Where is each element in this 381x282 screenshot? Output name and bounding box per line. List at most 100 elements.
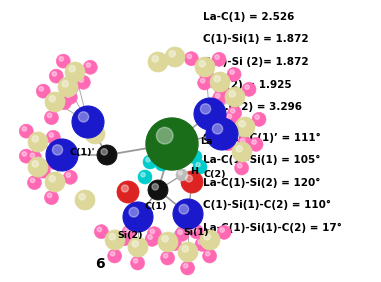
Circle shape (165, 47, 185, 67)
Text: La...C(2) = 3.296: La...C(2) = 3.296 (203, 102, 302, 112)
Circle shape (238, 136, 251, 150)
Text: La: La (200, 138, 212, 147)
Circle shape (231, 109, 235, 113)
Circle shape (189, 225, 203, 239)
Circle shape (195, 57, 215, 77)
Circle shape (27, 176, 42, 190)
Circle shape (210, 72, 230, 92)
Circle shape (173, 199, 203, 229)
Circle shape (178, 242, 198, 262)
Circle shape (245, 85, 249, 89)
Text: C(1)-Si (2)= 1.872: C(1)-Si (2)= 1.872 (203, 57, 309, 67)
Circle shape (239, 121, 245, 127)
Circle shape (152, 56, 158, 62)
Circle shape (198, 240, 202, 244)
Text: Si(2): Si(2) (117, 231, 143, 240)
Text: C(1): C(1) (145, 202, 167, 211)
Text: La-C(1)-Si(1)-C(2) = 17°: La-C(1)-Si(1)-C(2) = 17° (203, 222, 342, 233)
Circle shape (52, 72, 56, 76)
Text: H: H (190, 166, 198, 175)
Circle shape (129, 207, 139, 217)
Circle shape (32, 136, 38, 142)
Circle shape (213, 91, 227, 105)
Circle shape (19, 124, 33, 138)
Circle shape (128, 237, 148, 257)
Circle shape (158, 160, 162, 164)
Text: C(2): C(2) (204, 169, 227, 179)
Circle shape (175, 227, 189, 241)
Text: 6: 6 (95, 257, 105, 271)
Circle shape (179, 204, 189, 214)
Circle shape (249, 137, 263, 151)
Circle shape (46, 155, 60, 169)
Circle shape (150, 229, 155, 234)
Circle shape (232, 142, 252, 162)
Circle shape (78, 112, 89, 122)
Circle shape (147, 227, 161, 241)
Circle shape (193, 160, 207, 174)
Circle shape (86, 63, 91, 67)
Circle shape (22, 127, 27, 131)
Circle shape (123, 202, 153, 232)
Circle shape (169, 50, 175, 57)
Circle shape (188, 150, 202, 164)
Circle shape (235, 161, 249, 175)
Circle shape (58, 96, 72, 110)
Circle shape (28, 132, 48, 152)
Circle shape (49, 96, 55, 102)
Circle shape (230, 70, 234, 74)
Circle shape (170, 239, 174, 244)
Circle shape (30, 178, 35, 183)
Circle shape (220, 228, 224, 232)
Circle shape (143, 155, 157, 169)
Circle shape (58, 77, 78, 97)
Circle shape (120, 234, 125, 239)
Text: Si(1): Si(1) (183, 228, 209, 237)
Circle shape (199, 67, 213, 81)
Circle shape (49, 133, 54, 137)
Circle shape (255, 115, 259, 119)
Circle shape (171, 145, 185, 159)
Circle shape (148, 180, 168, 200)
Circle shape (30, 153, 35, 158)
Circle shape (105, 230, 125, 250)
Circle shape (240, 138, 245, 143)
Circle shape (85, 124, 105, 144)
Circle shape (166, 155, 170, 160)
Circle shape (76, 75, 90, 89)
Circle shape (148, 235, 152, 239)
Circle shape (101, 149, 107, 155)
Circle shape (69, 66, 75, 72)
Circle shape (229, 91, 235, 97)
Text: La-C(1) = 2.526: La-C(1) = 2.526 (203, 12, 295, 22)
Circle shape (196, 162, 200, 167)
Text: C(1)-La-C(1)’ = 111°: C(1)-La-C(1)’ = 111° (203, 133, 321, 142)
Circle shape (62, 81, 69, 87)
Circle shape (47, 193, 52, 198)
Circle shape (39, 87, 43, 91)
Circle shape (181, 261, 195, 275)
Circle shape (75, 190, 95, 210)
Circle shape (125, 228, 129, 232)
Text: C(1)-Si(1)-C(2) = 110°: C(1)-Si(1)-C(2) = 110° (203, 200, 331, 210)
Circle shape (156, 127, 173, 144)
Circle shape (252, 140, 256, 144)
Circle shape (133, 259, 138, 263)
Text: C(1)-Si(1) = 1.872: C(1)-Si(1) = 1.872 (203, 34, 309, 45)
Circle shape (176, 169, 188, 181)
Circle shape (181, 171, 203, 193)
Circle shape (72, 106, 104, 138)
Circle shape (46, 130, 60, 144)
Circle shape (79, 78, 83, 82)
Circle shape (199, 61, 205, 67)
Circle shape (146, 158, 150, 162)
Circle shape (194, 98, 226, 130)
Circle shape (47, 113, 52, 118)
Circle shape (167, 237, 181, 251)
Circle shape (89, 127, 95, 134)
Circle shape (152, 184, 158, 190)
Circle shape (122, 225, 136, 239)
Circle shape (63, 90, 77, 104)
Circle shape (122, 185, 128, 192)
Text: La-C(1)-Si(2) = 120°: La-C(1)-Si(2) = 120° (203, 177, 320, 188)
